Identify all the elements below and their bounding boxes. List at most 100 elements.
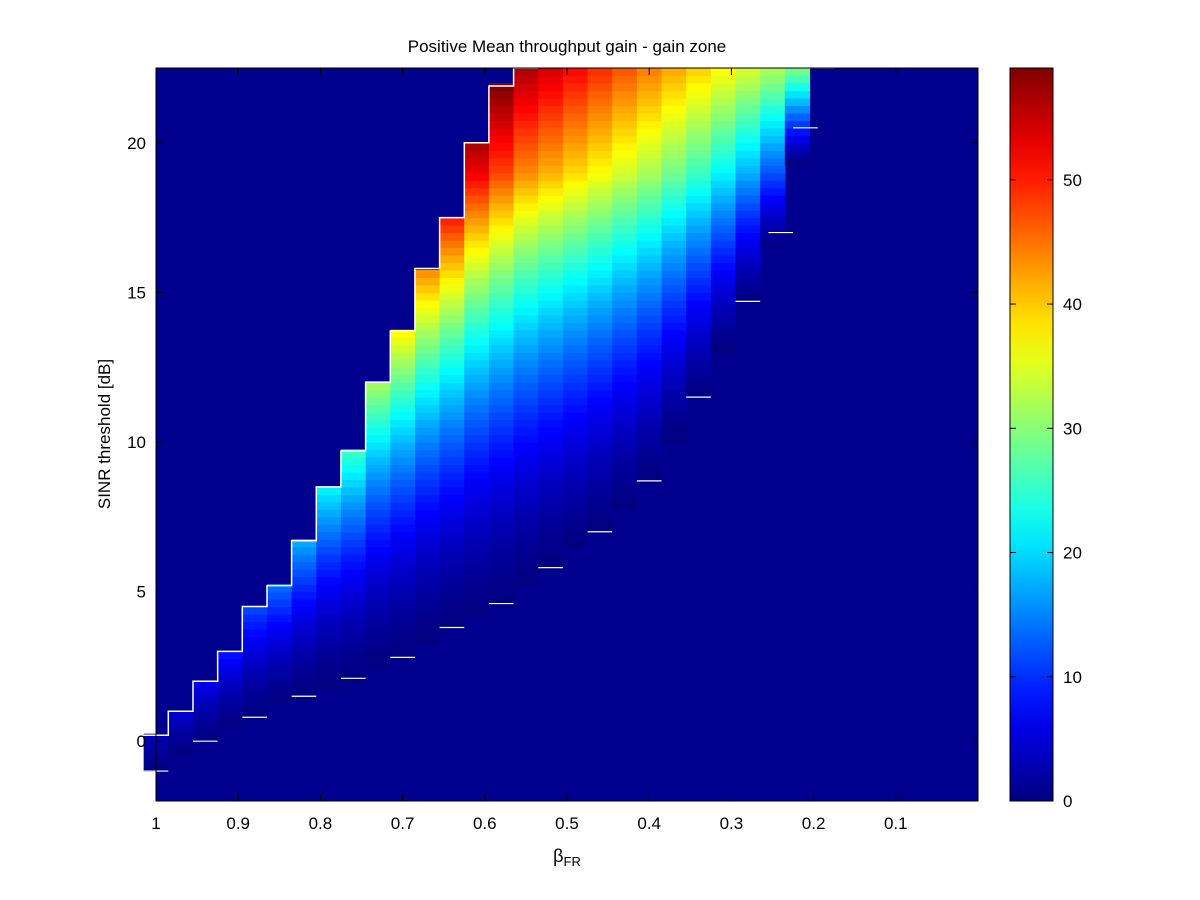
heatmap-cell <box>562 284 589 293</box>
heatmap-cell <box>439 486 465 495</box>
heatmap-cell <box>612 82 638 92</box>
heatmap-cell <box>636 142 663 151</box>
heatmap-cell <box>488 150 515 159</box>
heatmap-cell <box>612 254 638 264</box>
heatmap-cell <box>390 516 416 525</box>
heatmap-cell <box>365 591 391 600</box>
heatmap-cell <box>686 352 712 361</box>
heatmap-cell <box>513 68 539 77</box>
heatmap-cell <box>587 210 613 219</box>
heatmap-cell <box>538 210 564 219</box>
heatmap-cell <box>710 68 737 77</box>
heatmap-cell <box>340 516 367 525</box>
heatmap-cell <box>686 135 712 144</box>
heatmap-cell <box>636 456 663 466</box>
heatmap-cell <box>414 412 441 421</box>
heatmap-cell <box>488 434 515 443</box>
heatmap-cell <box>439 322 465 331</box>
heatmap-cell <box>686 247 712 256</box>
heatmap-cell <box>784 68 811 77</box>
heatmap-cell <box>710 322 737 331</box>
heatmap-cell <box>636 217 663 226</box>
heatmap-cell <box>390 584 416 593</box>
heatmap-cell <box>612 262 638 271</box>
heatmap-cell <box>538 299 564 308</box>
heatmap-cell <box>538 449 564 458</box>
heatmap-cell <box>414 269 441 279</box>
heatmap-cell <box>390 554 416 563</box>
heatmap-cell <box>439 501 465 510</box>
y-tick-label: 10 <box>127 433 146 452</box>
heatmap-cell <box>710 195 737 204</box>
heatmap-cell <box>661 389 687 398</box>
heatmap-cell <box>439 427 465 436</box>
heatmap-cell <box>365 554 391 563</box>
heatmap-cell <box>587 434 613 443</box>
heatmap-cell <box>464 479 490 488</box>
heatmap-cell <box>562 105 589 114</box>
heatmap-cell <box>439 434 465 443</box>
heatmap-cell <box>562 307 589 316</box>
heatmap-cell <box>587 516 613 525</box>
heatmap-cell <box>612 187 638 196</box>
heatmap-cell <box>414 367 441 376</box>
heatmap-cell <box>365 427 391 436</box>
heatmap-cell <box>464 456 490 466</box>
heatmap-cell <box>414 471 441 480</box>
x-tick-label: 0.6 <box>473 814 497 833</box>
heatmap-cell <box>464 591 490 600</box>
heatmap-cell <box>538 359 564 368</box>
heatmap-cell <box>636 262 663 271</box>
heatmap-cell <box>464 307 490 316</box>
heatmap-cell <box>784 90 811 99</box>
heatmap-cell <box>587 127 613 136</box>
heatmap-cell <box>760 210 786 219</box>
upper-boundary-line <box>143 67 539 736</box>
heatmap-cell <box>513 314 539 323</box>
heatmap-cell <box>636 322 663 331</box>
heatmap-cell <box>686 150 712 159</box>
heatmap-cell <box>587 509 613 518</box>
heatmap-cell <box>562 90 589 99</box>
heatmap-cell <box>488 546 515 555</box>
heatmap-cell <box>488 494 515 503</box>
heatmap-cell <box>538 180 564 189</box>
heatmap-cell <box>562 187 589 196</box>
heatmap-cell <box>661 314 687 323</box>
heatmap-cell <box>562 210 589 219</box>
heatmap-cell <box>587 68 613 77</box>
heatmap-cell <box>464 262 490 271</box>
heatmap-cell <box>538 127 564 136</box>
heatmap-cell <box>661 157 687 166</box>
heatmap-cell <box>612 284 638 293</box>
heatmap-cell <box>390 382 416 391</box>
heatmap-cell <box>414 628 441 638</box>
heatmap-cell <box>538 344 564 353</box>
heatmap-cell <box>414 299 441 308</box>
heatmap-cell <box>538 337 564 346</box>
heatmap-cell <box>636 82 663 92</box>
heatmap-cell <box>513 232 539 241</box>
heatmap-cell <box>636 157 663 166</box>
heatmap-cell <box>587 97 613 106</box>
heatmap-cell <box>612 97 638 106</box>
heatmap-cell <box>464 292 490 301</box>
heatmap-cell <box>760 142 786 151</box>
heatmap-cell <box>538 247 564 256</box>
heatmap-cell <box>513 157 539 166</box>
heatmap-cell <box>661 232 687 241</box>
heatmap-cell <box>439 576 465 585</box>
heatmap-cell <box>538 389 564 398</box>
heatmap-cell <box>513 97 539 106</box>
heatmap-cell <box>784 135 811 144</box>
heatmap-cell <box>710 105 737 114</box>
colorbar-tick-label: 10 <box>1063 668 1082 687</box>
heatmap-cell <box>538 539 564 548</box>
heatmap-cell <box>414 344 441 353</box>
heatmap-cell <box>661 135 687 144</box>
heatmap-cell <box>710 314 737 323</box>
heatmap-cell <box>291 614 317 623</box>
heatmap-cell <box>562 471 589 480</box>
heatmap-cell <box>365 546 391 555</box>
heatmap-cell <box>686 165 712 174</box>
